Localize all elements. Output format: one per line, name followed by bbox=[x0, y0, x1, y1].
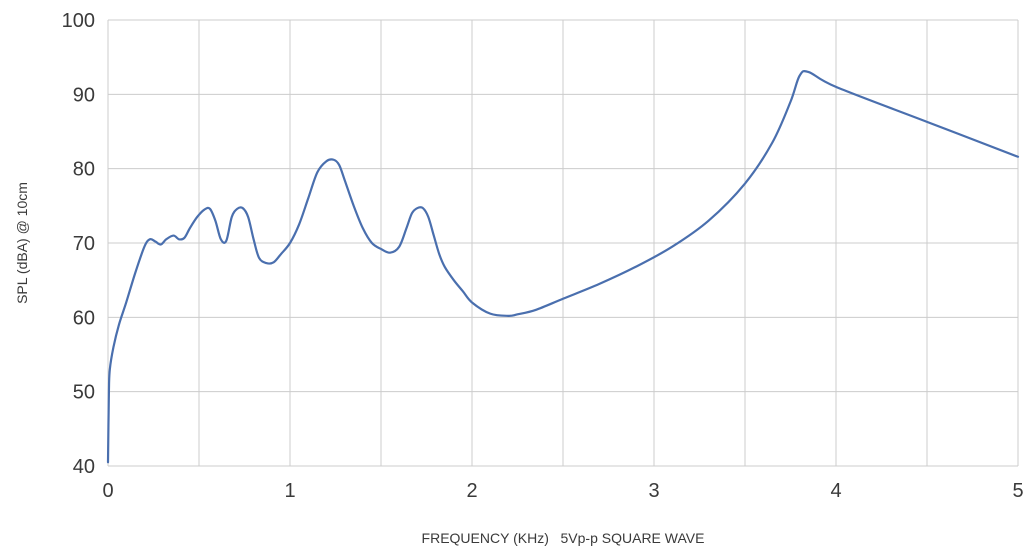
y-axis-ticks: 40 50 60 70 80 90 100 bbox=[62, 10, 95, 478]
y-tick-label: 60 bbox=[73, 307, 95, 329]
y-tick-label: 70 bbox=[73, 233, 95, 255]
x-axis-label: FREQUENCY (KHz) 5Vp-p SQUARE WAVE bbox=[422, 530, 705, 546]
y-tick-label: 80 bbox=[73, 159, 95, 181]
y-tick-label: 90 bbox=[73, 84, 95, 106]
y-tick-label: 100 bbox=[62, 10, 95, 32]
x-tick-label: 4 bbox=[830, 480, 841, 502]
y-tick-label: 50 bbox=[73, 382, 95, 404]
x-axis-ticks: 0 1 2 3 4 5 bbox=[102, 480, 1023, 502]
x-tick-label: 0 bbox=[102, 480, 113, 502]
y-axis-label: SPL (dBA) @ 10cm bbox=[14, 182, 30, 304]
x-tick-label: 1 bbox=[284, 480, 295, 502]
x-tick-label: 5 bbox=[1012, 480, 1023, 502]
x-tick-label: 3 bbox=[648, 480, 659, 502]
x-tick-label: 2 bbox=[466, 480, 477, 502]
spl-curve bbox=[106, 69, 1020, 464]
y-tick-label: 40 bbox=[73, 456, 95, 478]
grid bbox=[107, 19, 1019, 467]
